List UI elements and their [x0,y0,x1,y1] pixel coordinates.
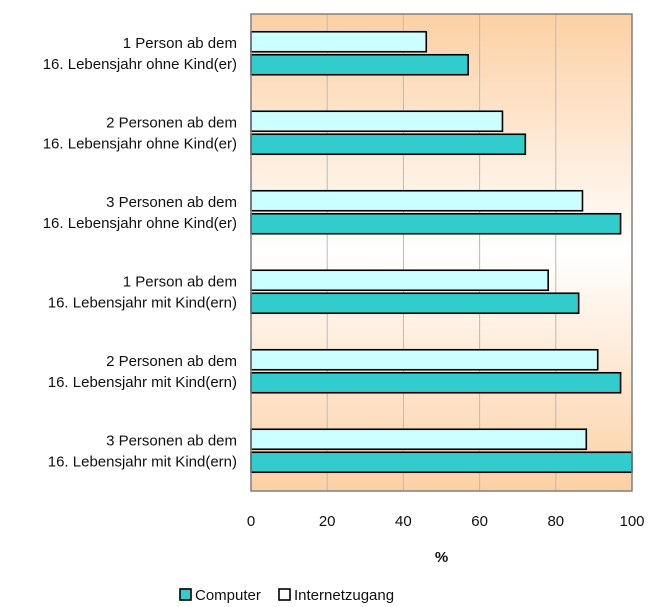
legend-label-computer: Computer [195,587,261,604]
category-label: 2 Personen ab dem [106,353,237,370]
category-label: 16. Lebensjahr ohne Kind(er) [43,56,237,73]
category-label: 16. Lebensjahr mit Kind(ern) [48,294,237,311]
category-label: 16. Lebensjahr ohne Kind(er) [43,215,237,232]
x-tick-label: 100 [619,513,644,530]
gridlines [326,14,557,491]
legend-swatch-computer [179,588,192,601]
x-axis-title: % [435,549,448,566]
bar-computer [250,133,527,156]
category-label: 16. Lebensjahr ohne Kind(er) [43,135,237,152]
plot-area [251,14,632,491]
x-tick-label: 0 [247,513,255,530]
bar-computer [250,53,469,76]
category-label: 2 Personen ab dem [106,114,237,131]
category-label: 3 Personen ab dem [106,194,237,211]
bar-computer [250,292,580,315]
bar-internetzugang [250,269,549,292]
bar-internetzugang [250,348,599,371]
x-tick-label: 40 [395,513,412,530]
category-label: 16. Lebensjahr mit Kind(ern) [48,453,237,470]
bar-computer [250,371,622,394]
legend-label-internetzugang: Internetzugang [294,587,394,604]
x-tick-label: 20 [319,513,336,530]
category-label: 16. Lebensjahr mit Kind(ern) [48,374,237,391]
bar-internetzugang [250,428,588,451]
category-label: 1 Person ab dem [123,35,237,52]
x-axis-ticks: 0 20 40 60 80 100 [247,513,645,530]
bar-computer [250,212,622,235]
x-tick-label: 80 [547,513,564,530]
x-tick-label: 60 [471,513,488,530]
legend-swatch-internetzugang [278,588,291,601]
bar-internetzugang [250,30,428,53]
legend: Computer Internetzugang [179,587,394,604]
category-label: 1 Person ab dem [123,273,237,290]
plot-frame [250,13,633,492]
bars [250,30,633,474]
bar-internetzugang [250,189,584,212]
category-label: 3 Personen ab dem [106,432,237,449]
bar-computer [250,451,633,474]
category-labels: 1 Person ab dem 16. Lebensjahr ohne Kind(… [43,35,237,471]
bar-internetzugang [250,110,504,133]
